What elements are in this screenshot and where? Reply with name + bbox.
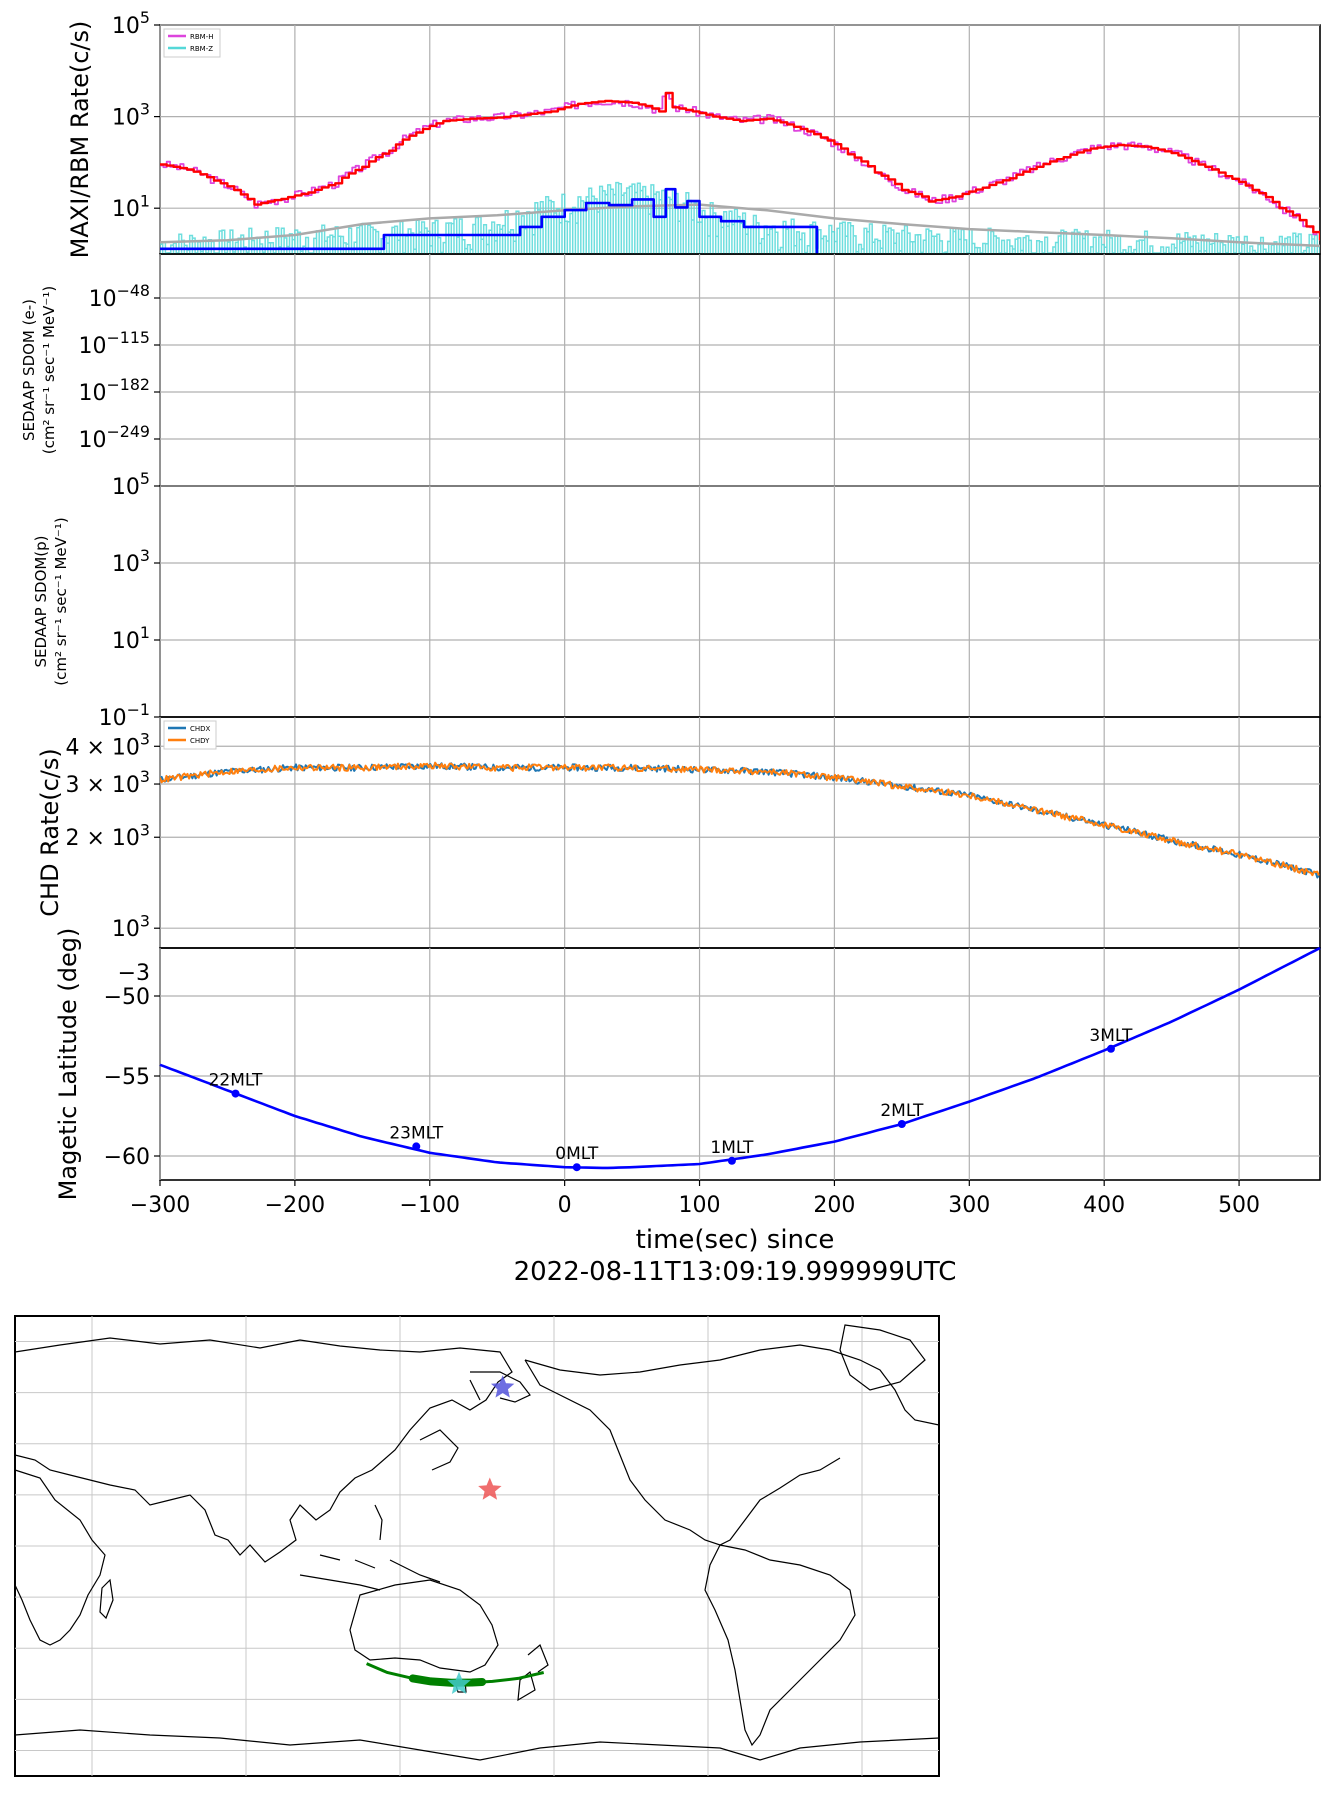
x-tick-labels: −300 −200 −100 0 100 200 300 400 500 xyxy=(130,1180,1260,1218)
x-axis-label-line2: 2022-08-11T13:09:19.999999UTC xyxy=(514,1257,957,1287)
cyan-star-icon xyxy=(447,1671,471,1694)
y-tick-label: 105 xyxy=(112,469,150,500)
orbit-track-observed xyxy=(408,1674,487,1687)
red-star-icon xyxy=(478,1477,502,1500)
y-axis-label: Magetic Latitude (deg) xyxy=(54,928,82,1201)
y-tick-label: −50 xyxy=(104,985,150,1010)
y-tick-label: 105 xyxy=(112,8,150,39)
plot-area xyxy=(160,761,1320,879)
rbm-rate-panel: 101 103 105 RBM-H RBM-Z MAXI/RBM Rate(c/s) xyxy=(66,8,1321,259)
coast-australia xyxy=(349,1579,499,1673)
coast-new-zealand xyxy=(517,1644,549,1702)
coast-antarctica xyxy=(14,1729,940,1761)
legend-label: RBM-H xyxy=(190,33,214,41)
y-tick-label: 103 xyxy=(112,546,150,577)
series-rbm-h-binned xyxy=(160,91,1320,241)
axes-frame xyxy=(159,253,1321,487)
y-tick-label: 101 xyxy=(112,191,150,222)
legend: RBM-H RBM-Z xyxy=(163,28,221,58)
y-axis-label-line2: (cm² sr⁻¹ sec⁻¹ MeV⁻¹) xyxy=(52,517,70,685)
x-tick-label: 100 xyxy=(679,1193,721,1218)
y-axis-label: MAXI/RBM Rate(c/s) xyxy=(66,21,94,259)
legend-box xyxy=(163,720,217,750)
y-tick-label: 10−182 xyxy=(79,375,150,406)
y-tick-label: 103 xyxy=(112,911,150,942)
x-tick-label: 500 xyxy=(1218,1193,1260,1218)
mlt-marker xyxy=(572,1163,581,1172)
legend-label: CHDY xyxy=(190,737,210,745)
series-chdy xyxy=(160,761,1320,877)
series-chdx xyxy=(160,762,1320,879)
legend-label: CHDX xyxy=(190,725,211,733)
y-tick-label: 3 × 103 xyxy=(66,767,151,798)
x-tick-label: 300 xyxy=(948,1193,990,1218)
x-axis-label-line1: time(sec) since xyxy=(636,1225,835,1255)
y-axis-label-line2: (cm² sr⁻¹ sec⁻¹ MeV⁻¹) xyxy=(40,286,58,454)
y-tick-label-clipped: −3 xyxy=(118,961,150,986)
mlt-label: 22MLT xyxy=(209,1071,263,1091)
series-rbm-z xyxy=(160,181,1320,254)
series-magnetic-latitude xyxy=(159,946,1321,1170)
coast-indonesia xyxy=(299,1554,441,1591)
coast-south-america xyxy=(704,1544,856,1747)
chd-rate-panel: 103 2 × 103 3 × 103 4 × 103 CHDX CHDY CHD Rate… xyxy=(36,716,1321,949)
mlt-label: 3MLT xyxy=(1089,1026,1133,1046)
x-tick-label: 400 xyxy=(1083,1193,1125,1218)
world-map xyxy=(14,1315,940,1777)
y-tick-label: 101 xyxy=(112,623,150,654)
axes-frame xyxy=(159,485,1321,718)
y-tick-label: 10−1 xyxy=(99,700,150,731)
mlt-marker xyxy=(727,1156,736,1165)
y-tick-label: 10−115 xyxy=(79,328,150,359)
y-axis-label-line1: SEDAAP SDOM (e-) xyxy=(20,299,38,441)
series-maxi-rate xyxy=(160,187,819,251)
plot-area xyxy=(160,91,1320,254)
y-axis-label: CHD Rate(c/s) xyxy=(36,748,64,916)
mlt-marker xyxy=(231,1089,240,1098)
map-markers xyxy=(447,1375,515,1694)
series-background-gray xyxy=(160,203,1320,248)
mlt-label: 23MLT xyxy=(389,1123,443,1143)
mlt-marker xyxy=(1106,1044,1115,1053)
coast-africa xyxy=(14,1469,106,1646)
coast-alaska xyxy=(470,1371,531,1403)
mlt-marker xyxy=(897,1120,906,1128)
mlt-marker xyxy=(412,1142,421,1151)
x-tick-label: 200 xyxy=(813,1193,855,1218)
legend-label: RBM-Z xyxy=(190,45,213,53)
x-tick-label: −100 xyxy=(400,1193,460,1218)
sdom-proton-panel: 10−1 101 103 105 SEDAAP SDOM(p) (cm² sr⁻¹ sec… xyxy=(32,469,1321,731)
magnetic-latitude-panel: −60 −55 −50−3 22MLT 23MLT 0MLT 1MLT 2MLT 3MLT Mag… xyxy=(54,928,1321,1201)
y-tick-label: −60 xyxy=(104,1145,150,1170)
y-tick-label: 10−48 xyxy=(89,281,150,312)
legend: CHDX CHDY xyxy=(163,720,217,750)
y-tick-label: −55 xyxy=(104,1065,150,1090)
coast-north-america xyxy=(524,1344,940,1546)
y-axis-label-line1: SEDAAP SDOM(p) xyxy=(32,535,50,667)
coast-greenland xyxy=(839,1324,926,1391)
coastlines xyxy=(14,1324,940,1761)
mlt-label: 2MLT xyxy=(880,1101,924,1121)
coast-philippines-japan xyxy=(374,1379,481,1541)
y-tick-label: 10−249 xyxy=(79,422,150,453)
y-tick-label: 4 × 103 xyxy=(66,729,151,760)
y-tick-label: 2 × 103 xyxy=(66,820,151,851)
coast-asia xyxy=(14,1337,513,1563)
blue-star-icon xyxy=(490,1375,515,1398)
legend-box xyxy=(163,28,221,58)
mlt-label: 1MLT xyxy=(710,1138,754,1158)
coast-madagascar xyxy=(99,1578,114,1620)
y-tick-label: 103 xyxy=(112,100,150,131)
sdom-electron-panel: 10−48 10−115 10−182 10−249 SEDAAP SDOM (e-)(… xyxy=(20,253,1321,487)
mlt-label: 0MLT xyxy=(555,1144,599,1164)
x-tick-label: 0 xyxy=(558,1193,572,1218)
x-tick-label: −200 xyxy=(265,1193,325,1218)
x-tick-label: −300 xyxy=(130,1193,190,1218)
